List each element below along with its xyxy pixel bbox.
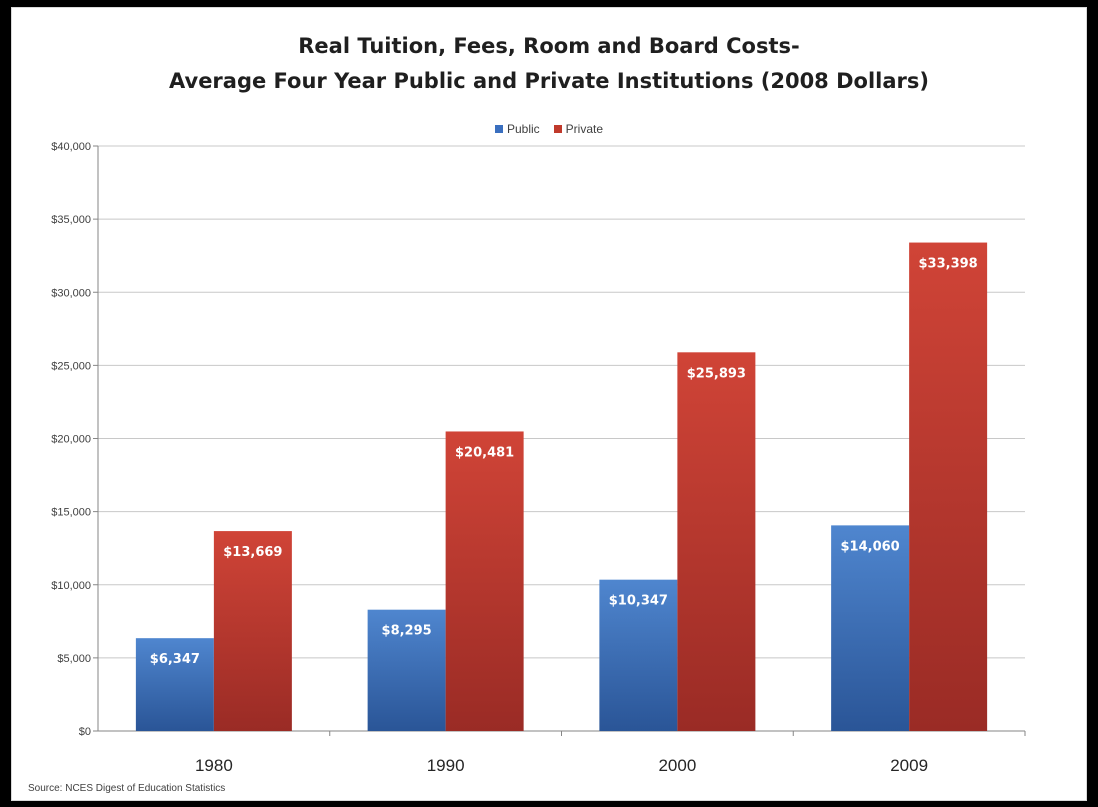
legend-swatch-private	[553, 125, 562, 133]
source-note: Source: NCES Digest of Education Statist…	[28, 783, 226, 794]
data-label-public-2009: $14,060	[841, 539, 900, 554]
legend-item-private: Private	[553, 122, 604, 136]
bar-private-2000	[677, 352, 756, 731]
bar-public-2000	[599, 579, 678, 731]
bar-private-1990	[445, 431, 524, 731]
data-label-private-2009: $33,398	[919, 257, 978, 272]
bar-chart: $0 $5,000 $10,000 $15,000 $20,000 $25,000 $30,…	[51, 141, 1026, 775]
bar-public-1980	[135, 638, 214, 731]
data-label-public-1980: $6,347	[150, 652, 200, 667]
legend-swatch-public	[494, 125, 503, 133]
chart-title-line1: Real Tuition, Fees, Room and Board Costs…	[298, 34, 800, 58]
y-tick-label: $20,000	[51, 434, 91, 446]
data-label-public-2000: $10,347	[609, 594, 668, 609]
chart-title-line2: Average Four Year Public and Private Ins…	[169, 69, 929, 93]
y-tick-label: $5,000	[57, 653, 91, 665]
y-tick-label: $15,000	[51, 507, 91, 519]
x-tick-label: 1990	[427, 756, 465, 775]
data-label-private-2000: $25,893	[687, 366, 746, 381]
y-tick-label: $30,000	[51, 287, 91, 299]
y-tick-label: $25,000	[51, 360, 91, 372]
bar-public-2009	[831, 525, 910, 731]
y-tick-label: $35,000	[51, 214, 91, 226]
legend-label-public: Public	[506, 122, 540, 136]
legend-label-private: Private	[565, 122, 604, 136]
y-tick-label: $10,000	[51, 580, 91, 592]
x-tick-label: 2000	[658, 756, 696, 775]
bar-public-1990	[367, 609, 446, 731]
y-tick-label: $40,000	[51, 141, 91, 153]
x-tick-label: 1980	[195, 756, 233, 775]
x-tick-label: 2009	[890, 756, 928, 775]
data-label-private-1980: $13,669	[223, 545, 282, 560]
bar-private-2009	[909, 242, 988, 731]
data-label-public-1990: $8,295	[382, 624, 432, 639]
y-tick-label: $0	[79, 726, 91, 738]
bar-private-1980	[213, 531, 292, 731]
chart-frame: Real Tuition, Fees, Room and Board Costs…	[11, 7, 1087, 801]
data-label-private-1990: $20,481	[455, 445, 514, 460]
legend-item-public: Public	[494, 122, 540, 136]
chart-legend: Public Private	[12, 122, 1086, 136]
